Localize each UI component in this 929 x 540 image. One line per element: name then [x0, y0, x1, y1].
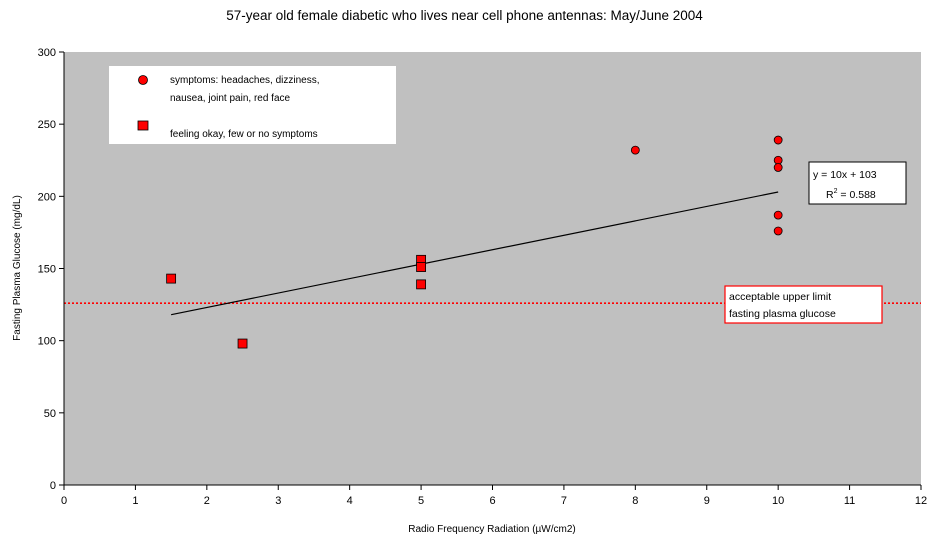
- y-tick-label: 0: [50, 480, 56, 492]
- y-tick-label: 50: [44, 408, 56, 420]
- trendline-equation-box: y = 10x + 103 R2 = 0.588: [808, 161, 907, 205]
- x-tick-label: 9: [704, 495, 710, 507]
- data-points-layer: [166, 135, 783, 349]
- legend-marker-no-symptoms: [137, 120, 149, 131]
- reference-line-label-box: acceptable upper limit fasting plasma glu…: [724, 285, 883, 324]
- trendline-equation: y = 10x + 103: [813, 169, 877, 181]
- x-tick-label: 0: [61, 495, 67, 507]
- data-point-no-symptoms: [416, 262, 426, 272]
- data-point-symptoms: [630, 145, 640, 155]
- trendline-layer: [171, 191, 779, 316]
- reference-label-line1: acceptable upper limit: [729, 291, 831, 303]
- chart-title: 57-year old female diabetic who lives ne…: [226, 8, 703, 23]
- y-tick-label: 150: [38, 264, 56, 276]
- y-tick-label: 200: [38, 191, 56, 203]
- x-tick-label: 6: [489, 495, 495, 507]
- data-point-no-symptoms: [166, 273, 177, 284]
- legend-label-symptoms-line1: symptoms: headaches, dizziness,: [170, 75, 320, 86]
- legend: symptoms: headaches, dizziness, nausea, j…: [109, 66, 396, 144]
- r-squared-label: R2 = 0.588: [826, 188, 876, 201]
- data-point-symptoms: [773, 163, 783, 172]
- legend-label-symptoms-line2: nausea, joint pain, red face: [170, 93, 291, 104]
- data-point-no-symptoms: [416, 279, 426, 290]
- data-point-symptoms: [773, 135, 783, 145]
- x-tick-label: 3: [275, 495, 281, 507]
- legend-marker-symptoms: [138, 75, 148, 85]
- y-tick-label: 300: [38, 47, 56, 59]
- equation-box: [808, 161, 907, 205]
- y-tick-label: 100: [38, 336, 56, 348]
- x-tick-label: 2: [204, 495, 210, 507]
- trendline: [171, 191, 779, 316]
- y-tick-label: 250: [38, 119, 56, 131]
- legend-label-no-symptoms: feeling okay, few or no symptoms: [170, 129, 318, 140]
- x-tick-label: 8: [632, 495, 638, 507]
- data-point-symptoms: [773, 155, 783, 165]
- y-axis-label: Fasting Plasma Glucose (mg/dL): [12, 195, 23, 341]
- data-point-symptoms: [773, 210, 783, 220]
- data-point-no-symptoms: [237, 338, 248, 349]
- data-point-symptoms: [773, 226, 783, 236]
- reference-label-box: [724, 285, 883, 324]
- x-tick-label: 1: [132, 495, 138, 507]
- reference-label-line2: fasting plasma glucose: [729, 308, 836, 320]
- x-tick-label: 5: [418, 495, 424, 507]
- x-tick-label: 10: [772, 495, 784, 507]
- x-tick-label: 11: [844, 495, 855, 507]
- x-axis-label: Radio Frequency Radiation (µW/cm2): [408, 524, 576, 535]
- x-tick-label: 7: [561, 495, 567, 507]
- x-tick-label: 4: [347, 495, 353, 507]
- legend-box: [109, 66, 396, 144]
- x-tick-label: 12: [915, 495, 927, 507]
